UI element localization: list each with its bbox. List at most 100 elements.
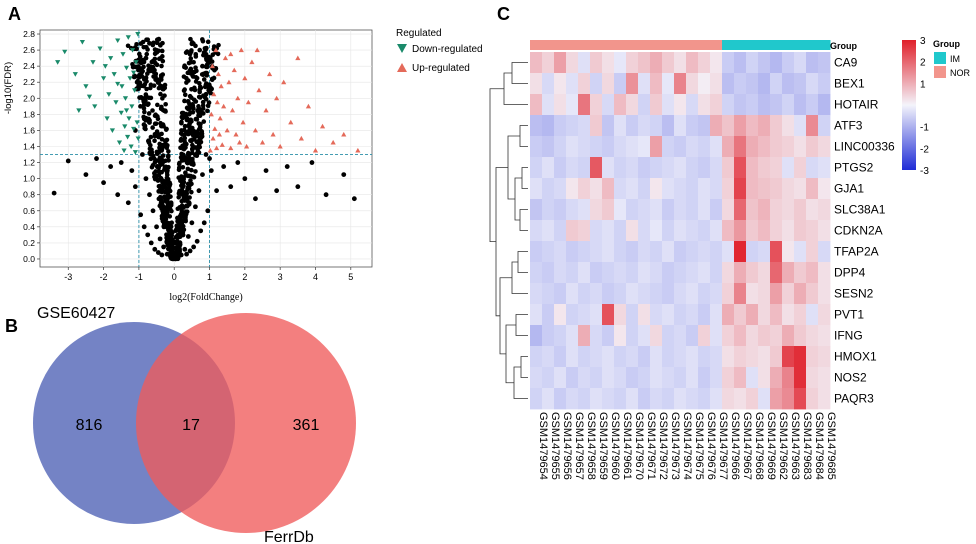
heatmap-cell — [686, 283, 699, 305]
volcano-point-ns — [51, 190, 57, 196]
heatmap-cell — [626, 325, 639, 347]
heatmap-cell — [758, 136, 771, 158]
volcano-point-ns — [197, 47, 203, 53]
volcano-point-ns — [190, 132, 196, 138]
heatmap-cell — [806, 115, 819, 137]
heatmap-cell — [578, 115, 591, 137]
heatmap-cell — [554, 220, 567, 242]
heatmap-cell — [542, 304, 555, 326]
volcano-point-ns — [165, 165, 171, 170]
volcano-point-up — [226, 79, 232, 85]
heatmap-cell — [566, 304, 579, 326]
volcano-point-ns — [205, 39, 211, 45]
volcano-point-down — [121, 148, 127, 154]
heatmap-cell — [614, 178, 627, 200]
volcano-point-ns — [207, 156, 212, 161]
volcano-point-ns — [198, 228, 204, 234]
volcano-point-ns — [152, 160, 158, 165]
heatmap-cell — [602, 367, 615, 389]
heatmap-cell — [662, 304, 675, 326]
volcano-point-ns — [161, 124, 166, 129]
heatmap-cell — [626, 367, 639, 389]
heatmap-cell — [566, 388, 579, 410]
volcano-point-ns — [341, 172, 347, 178]
volcano-point-ns — [182, 98, 187, 104]
heatmap-cell — [554, 283, 567, 305]
heatmap-cell — [542, 262, 555, 284]
volcano-point-ns — [177, 225, 183, 231]
heatmap-cell — [806, 136, 819, 158]
volcano-point-ns — [179, 208, 185, 214]
volcano-point-up — [281, 79, 287, 85]
heatmap-cell — [602, 346, 615, 368]
heatmap-cell — [626, 262, 639, 284]
volcano-point-ns — [176, 219, 182, 225]
heatmap-cell — [746, 136, 759, 158]
volcano-points — [51, 32, 361, 262]
group-bar-cell-nor — [566, 40, 579, 50]
dendrogram-branch — [515, 314, 528, 336]
volcano-point-ns — [146, 111, 152, 116]
heatmap-cell — [794, 283, 807, 305]
heatmap-cell — [614, 388, 627, 410]
heatmap-cell — [722, 136, 735, 158]
group-bar-cell-im — [722, 40, 735, 50]
volcano-point-up — [222, 55, 229, 61]
heatmap-cell — [566, 325, 579, 347]
volcano-point-ns — [194, 116, 199, 122]
heatmap-cell — [710, 220, 723, 242]
heatmap-cell — [806, 388, 819, 410]
legend-down-marker — [397, 44, 407, 53]
volcano-point-down — [92, 104, 98, 109]
dendrogram-branch — [511, 261, 528, 294]
heatmap-cell — [698, 304, 711, 326]
heatmap-cell — [530, 325, 543, 347]
heatmap-cell — [674, 52, 687, 74]
heatmap-gene-label: NOS2 — [834, 371, 867, 385]
volcano-point-up — [298, 135, 304, 141]
heatmap-cell — [806, 262, 819, 284]
volcano-point-ns — [203, 152, 209, 157]
volcano-point-ns — [129, 168, 135, 173]
volcano-point-ns — [161, 244, 167, 250]
heatmap-cell — [650, 283, 663, 305]
heatmap-cell — [614, 325, 627, 347]
heatmap-cell — [818, 388, 831, 410]
volcano-point-ns — [168, 229, 174, 235]
heatmap-gene-label: PAQR3 — [834, 392, 874, 406]
venn-count-intersection: 17 — [182, 417, 200, 434]
volcano-point-ns — [200, 106, 206, 111]
heatmap-cell — [818, 367, 831, 389]
heatmap-cell — [554, 262, 567, 284]
heatmap-cell — [686, 262, 699, 284]
heatmap-cell — [542, 115, 555, 137]
group-bar-cell-nor — [554, 40, 567, 50]
volcano-point-up — [213, 145, 220, 151]
volcano-point-ns — [169, 220, 175, 226]
heatmap-cell — [578, 388, 591, 410]
heatmap-cell — [746, 157, 759, 179]
volcano-point-ns — [163, 101, 168, 107]
heatmap-cell — [722, 178, 735, 200]
heatmap-cell — [638, 262, 651, 284]
volcano-point-ns — [159, 148, 165, 153]
heatmap-cell — [710, 304, 723, 326]
color-scale-tick-label: 3 — [920, 36, 926, 47]
heatmap-cell — [722, 94, 735, 116]
volcano-point-ns — [152, 173, 158, 178]
heatmap-cell — [662, 325, 675, 347]
volcano-point-down — [134, 120, 140, 125]
heatmap-cell — [530, 304, 543, 326]
heatmap-cell — [674, 220, 687, 242]
volcano-point-ns — [125, 43, 131, 49]
heatmap-cell — [674, 94, 687, 116]
group-bar-cell-im — [734, 40, 747, 50]
volcano-point-ns — [155, 116, 161, 122]
heatmap-cell — [686, 304, 699, 326]
heatmap-cell — [602, 325, 615, 347]
volcano-point-up — [341, 131, 347, 137]
volcano-y-ticks: 0.0 0.2 0.4 0.6 0.8 1.0 1.2 1.4 1.6 1.8 2.0 2.2 2.4 2… — [23, 29, 40, 264]
volcano-point-ns — [156, 48, 161, 54]
volcano-point-ns — [150, 125, 155, 130]
